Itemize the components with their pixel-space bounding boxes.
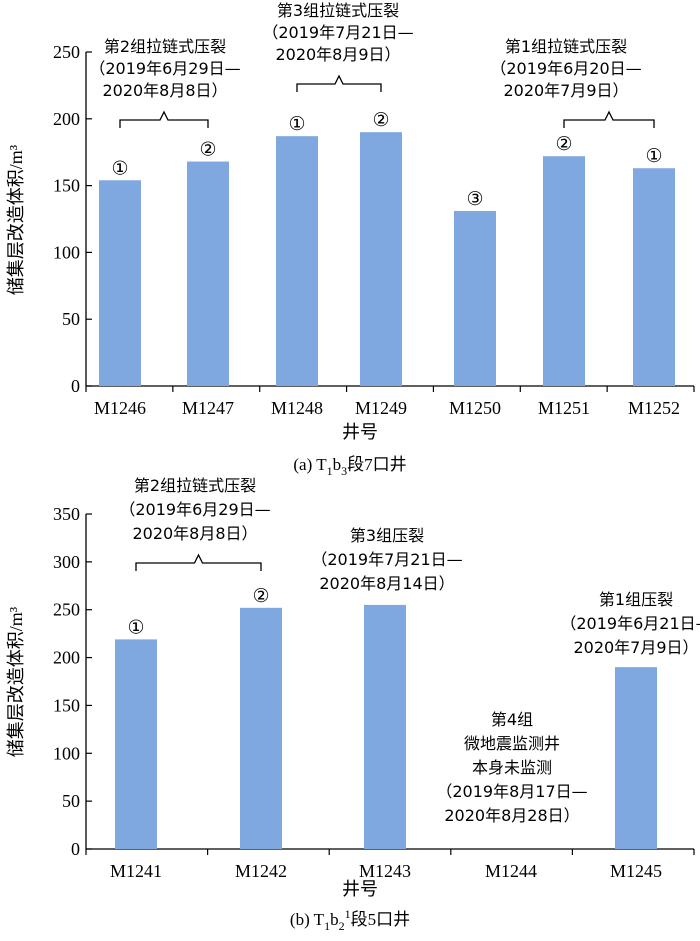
- chart-a-category-label: M1247: [182, 398, 234, 418]
- chart-a-bar: [454, 210, 496, 386]
- chart-a-y-tick-label: 250: [53, 42, 80, 62]
- chart-a-category-label: M1251: [538, 398, 590, 418]
- chart-b-y-tick-label: 150: [53, 695, 80, 715]
- chart-a-caption: (a) T1b3段7口井: [293, 455, 406, 478]
- chart-a-group-bracket: [296, 74, 382, 92]
- chart-a-y-tick-label: 0: [71, 376, 80, 396]
- chart-a-bar: [276, 136, 318, 386]
- chart-b-group-annotation: 第4组: [491, 710, 533, 729]
- chart-b-y-tick-label: 100: [53, 743, 80, 763]
- chart-a-group-annotation: （2019年6月29日—: [89, 59, 240, 78]
- chart-b-group-annotation: （2019年8月17日—: [436, 782, 587, 801]
- chart-b-bar-marker: ②: [252, 585, 269, 607]
- chart-a-y-axis-title: 储集层改造体积/m³: [6, 144, 26, 295]
- chart-a-bar: [187, 161, 229, 386]
- chart-a-group-annotation: 第3组拉链式压裂: [277, 1, 399, 20]
- chart-b-group-annotation: 2020年8月28日）: [444, 806, 579, 825]
- chart-a-group-annotation: 2020年8月9日）: [275, 45, 400, 64]
- chart-b-bar: [115, 639, 157, 849]
- chart-a-bar: [543, 156, 585, 386]
- chart-a-category-label: M1250: [449, 398, 501, 418]
- chart-b-category-label: M1245: [610, 861, 662, 881]
- chart-a-group-annotation: 第1组拉链式压裂: [505, 37, 627, 56]
- chart-a-y-tick-label: 100: [53, 242, 80, 262]
- chart-b-group-annotation: 2020年8月14日）: [319, 574, 454, 593]
- chart-a-category-label: M1248: [271, 398, 323, 418]
- chart-a-group-annotation: 2020年7月9日）: [503, 81, 628, 100]
- chart-a-group-bracket: [563, 110, 655, 128]
- chart-a-bar: [360, 132, 402, 386]
- chart-a-category-label: M1252: [628, 398, 680, 418]
- chart-b-bar: [240, 607, 282, 849]
- chart-a-bar: [99, 180, 141, 386]
- chart-b-y-tick-label: 50: [62, 791, 80, 811]
- chart-a-bar: [633, 168, 675, 386]
- chart-a-group-annotation: 2020年8月8日）: [102, 81, 227, 100]
- chart-b-x-axis-title: 井号: [342, 879, 378, 899]
- chart-a-bar-marker: ①: [645, 145, 662, 167]
- chart-b-y-tick-label: 350: [53, 504, 80, 524]
- chart-b-y-tick-label: 300: [53, 552, 80, 572]
- chart-a-x-axis-title: 井号: [342, 422, 378, 442]
- chart-b-bar-marker: ①: [127, 616, 144, 638]
- chart-b-y-tick-label: 250: [53, 600, 80, 620]
- chart-a-bar-marker: ②: [555, 133, 572, 155]
- chart-b-group-annotation: （2019年6月29日—: [119, 500, 270, 519]
- chart-b-bar: [615, 667, 657, 849]
- chart-b-group-bracket: [135, 553, 262, 571]
- chart-b-y-tick-label: 0: [71, 839, 80, 859]
- chart-b-bar: [364, 604, 406, 849]
- chart-a-bar-marker: ①: [111, 157, 128, 179]
- chart-b-category-label: M1241: [110, 861, 162, 881]
- chart-b-y-axis-title: 储集层改造体积/m³: [6, 606, 26, 757]
- chart-b-y-tick-label: 200: [53, 648, 80, 668]
- chart-a-group-annotation: （2019年6月20日—: [490, 59, 641, 78]
- chart-b-category-label: M1244: [485, 861, 537, 881]
- chart-b-category-label: M1242: [235, 861, 287, 881]
- chart-a-group-annotation: 第2组拉链式压裂: [104, 37, 226, 56]
- chart-a-bar-marker: ②: [372, 109, 389, 131]
- chart-b-group-annotation: （2019年6月21日—: [560, 614, 700, 633]
- chart-b-group-annotation: （2019年7月21日—: [311, 550, 462, 569]
- chart-b-group-annotation: 第3组压裂: [350, 526, 424, 545]
- chart-b-group-annotation: 第1组压裂: [599, 590, 673, 609]
- chart-a-bar-marker: ②: [199, 139, 216, 161]
- chart-a-category-label: M1249: [355, 398, 407, 418]
- chart-a-y-tick-label: 200: [53, 109, 80, 129]
- chart-b-group-annotation: 2020年8月8日）: [132, 524, 257, 543]
- chart-b-category-label: M1243: [359, 861, 411, 881]
- chart-a-group-annotation: （2019年7月21日—: [262, 23, 413, 42]
- chart-b-group-annotation: 2020年7月9日）: [573, 638, 698, 657]
- chart-b-caption: (b) T1b21段5口井: [290, 907, 410, 933]
- chart-a-category-label: M1246: [94, 398, 146, 418]
- chart-a-y-tick-label: 150: [53, 176, 80, 196]
- chart-b-group-annotation: 微地震监测井: [464, 734, 560, 753]
- chart-b-group-annotation: 第2组拉链式压裂: [134, 476, 256, 495]
- chart-a-bar-marker: ③: [466, 188, 483, 210]
- chart-a-y-tick-label: 50: [62, 309, 80, 329]
- chart-a-group-bracket: [119, 110, 209, 128]
- chart-a-bar-marker: ①: [288, 113, 305, 135]
- chart-b-group-annotation: 本身未监测: [472, 758, 552, 777]
